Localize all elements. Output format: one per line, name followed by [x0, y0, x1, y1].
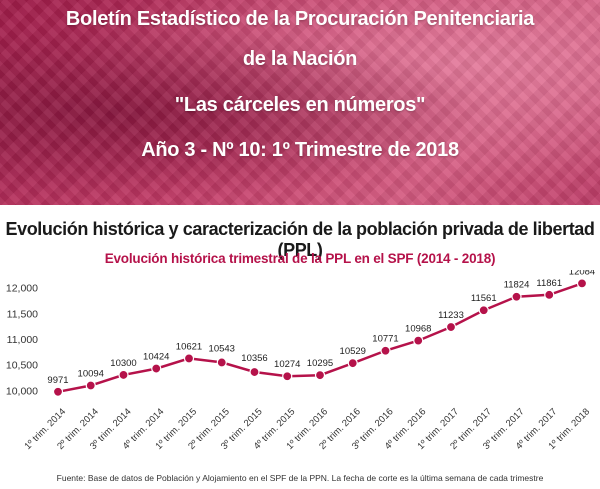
source-note: Fuente: Base de datos de Población y Alo… — [56, 473, 544, 483]
data-points: 9971 10094 10300 10424 10621 10543 10356 10274 1… — [47, 270, 595, 397]
data-label: 10968 — [405, 324, 431, 335]
data-point — [478, 305, 489, 316]
bulletin-issue: Año 3 - Nº 10: 1º Trimestre de 2018 — [141, 139, 459, 161]
data-label: 10529 — [340, 346, 366, 357]
section-title: Evolución histórica y caracterización de… — [5, 219, 595, 260]
data-label: 11824 — [504, 280, 530, 291]
y-tick-label: 11,500 — [7, 308, 38, 320]
data-point — [52, 386, 64, 397]
data-point — [85, 380, 96, 391]
data-label: 11561 — [471, 293, 497, 304]
data-point — [413, 335, 424, 346]
chart-title: Evolución histórica trimestral de la PPL… — [104, 251, 496, 266]
data-point — [544, 289, 555, 300]
data-label: 11233 — [438, 310, 464, 321]
header-banner: Boletín Estadístico de la Procuración Pe… — [0, 0, 600, 205]
data-label: 10621 — [176, 341, 202, 352]
data-point — [347, 358, 358, 369]
data-label: 10295 — [307, 358, 333, 369]
data-label: 10771 — [372, 334, 398, 345]
data-point — [282, 371, 293, 382]
data-label: 10424 — [143, 352, 169, 363]
data-point — [118, 369, 129, 381]
bulletin-subtitle: de la Nación — [242, 48, 358, 70]
bulletin-title: Boletín Estadístico de la Procuración Pe… — [65, 8, 535, 30]
data-point — [249, 366, 260, 378]
data-point — [216, 357, 227, 368]
data-label: 10300 — [110, 358, 136, 369]
data-label: 10356 — [241, 353, 267, 364]
y-tick-label: 11,000 — [7, 334, 38, 346]
y-tick-label: 10,500 — [6, 360, 38, 372]
y-tick-label: 12,000 — [6, 283, 38, 295]
data-label: 12084 — [569, 270, 595, 277]
data-point — [380, 345, 391, 356]
data-point — [314, 370, 326, 381]
bulletin-tagline: "Las cárceles en números" — [174, 94, 426, 116]
data-label: 10094 — [78, 368, 104, 379]
data-point — [183, 353, 195, 364]
line-chart: 10,000 10,500 11,000 11,500 12,000 9971 10094… — [6, 270, 595, 452]
data-point — [151, 363, 162, 374]
y-axis: 10,000 10,500 11,000 11,500 12,000 — [6, 283, 38, 398]
data-label: 9971 — [47, 375, 68, 386]
data-label: 10543 — [209, 343, 235, 354]
data-label: 10274 — [274, 359, 300, 370]
data-point — [511, 291, 522, 302]
data-point — [445, 321, 457, 333]
y-tick-label: 10,000 — [6, 385, 38, 397]
data-point — [576, 278, 588, 289]
data-label: 11861 — [536, 278, 562, 289]
